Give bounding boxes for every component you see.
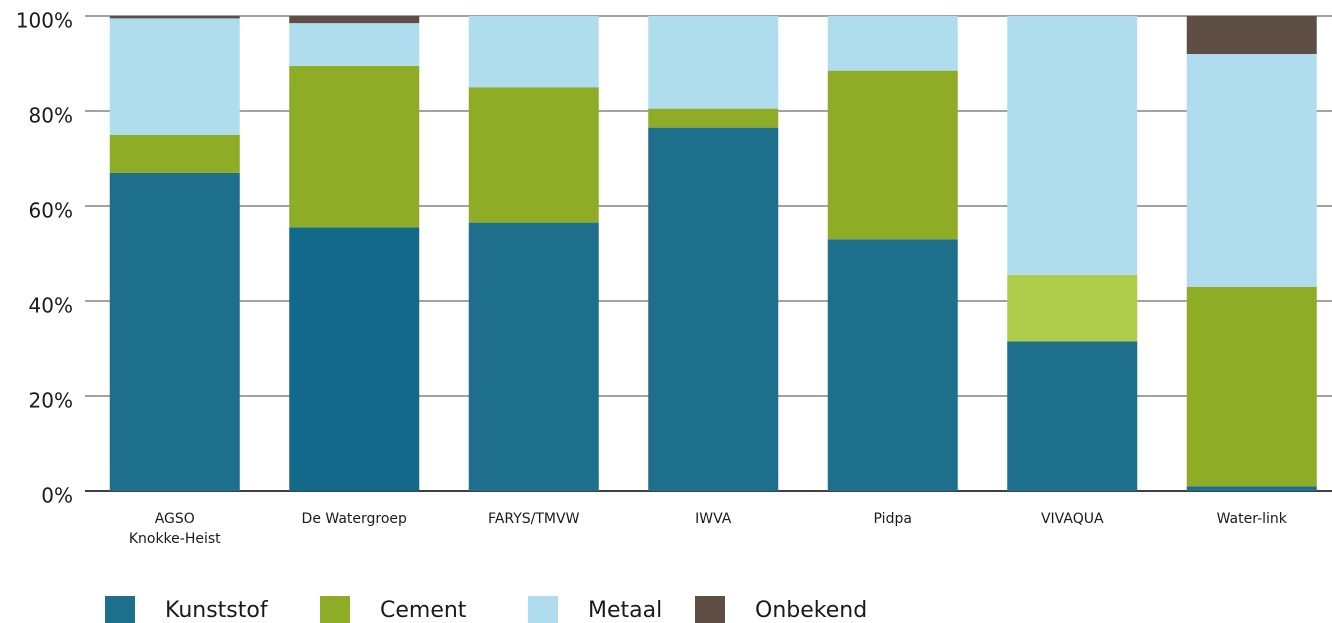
bar-segment (1007, 341, 1138, 491)
y-tick-label: 20% (29, 389, 73, 413)
bar-segment (827, 16, 958, 71)
x-tick-label: Water-link (1216, 511, 1287, 527)
x-tick-label: VIVAQUA (1040, 511, 1104, 527)
legend-label: Kunststof (165, 598, 269, 623)
bar-segment (648, 127, 779, 491)
bar-segment (109, 134, 240, 173)
y-tick-label: 40% (29, 294, 73, 318)
bar-segment (468, 87, 599, 223)
bar-segment (1186, 486, 1317, 491)
bar-segment (1007, 16, 1138, 275)
bar-segment (109, 16, 240, 19)
bar-segment (827, 239, 958, 491)
bar-segment (289, 65, 420, 228)
legend-swatch (320, 596, 350, 623)
bar-segment (1186, 286, 1317, 487)
bar-segment (827, 70, 958, 240)
y-tick-label: 80% (29, 104, 73, 128)
bar-segment (1186, 54, 1317, 287)
x-tick-label: De Watergroep (301, 511, 407, 527)
x-tick-label: AGSO Knokke-Heist (128, 511, 221, 547)
legend-swatch (105, 596, 135, 623)
x-tick-label: FARYS/TMVW (488, 511, 580, 527)
legend-label: Cement (380, 598, 467, 623)
bar-segment (648, 16, 779, 109)
y-tick-label: 60% (29, 199, 73, 223)
y-tick-label: 0% (41, 484, 73, 508)
bar-segment (468, 222, 599, 491)
legend-swatch (528, 596, 558, 623)
x-tick-label: IWVA (695, 511, 732, 527)
legend-swatch (695, 596, 725, 623)
bar-segment (1186, 16, 1317, 54)
bar-segment (109, 18, 240, 135)
x-tick-label: Pidpa (873, 511, 912, 527)
bar-segment (289, 227, 420, 491)
y-tick-label: 100% (16, 9, 73, 33)
bar-segment (109, 172, 240, 491)
bar-segment (289, 23, 420, 66)
bar-segment (648, 108, 779, 128)
bar-segment (289, 16, 420, 24)
bar-segment (468, 16, 599, 88)
legend-label: Onbekend (755, 598, 867, 623)
legend-label: Metaal (588, 598, 662, 623)
bar-segment (1007, 274, 1138, 342)
